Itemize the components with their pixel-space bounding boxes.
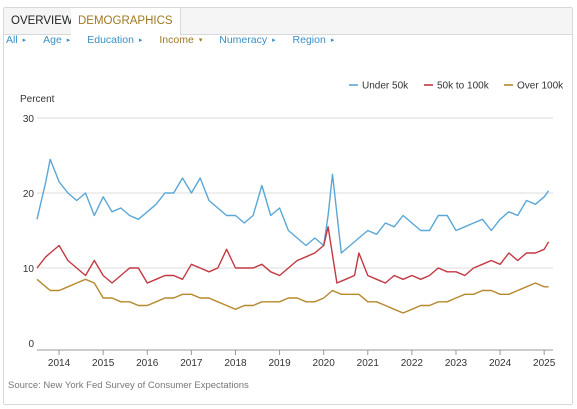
x-tick-label: 2018 <box>224 358 247 369</box>
x-tick-label: 2014 <box>48 358 71 369</box>
filter-region[interactable]: Region ▸ <box>293 34 335 46</box>
y-tick-label: 20 <box>23 189 35 200</box>
x-tick-label: 2023 <box>445 358 468 369</box>
caret-right-icon: ▸ <box>22 37 27 44</box>
x-tick-label: 2017 <box>180 358 203 369</box>
x-tick-label: 2016 <box>136 358 159 369</box>
filter-bar: All ▸ Age ▸ Education ▸ Income ▾ Numeracy ▸ R… <box>6 34 348 50</box>
tab-demographics[interactable]: DEMOGRAPHICS <box>71 8 181 35</box>
filter-all[interactable]: All ▸ <box>6 34 26 46</box>
x-tick-label: 2025 <box>533 358 556 369</box>
series-line-3 <box>36 278 549 314</box>
filter-income-label: Income <box>159 34 194 46</box>
y-tick-label: 30 <box>23 114 35 125</box>
caret-right-icon: ▸ <box>272 37 276 44</box>
x-tick-label: 2015 <box>92 358 115 369</box>
series-line-2 <box>36 226 550 284</box>
caret-right-icon: ▸ <box>66 37 71 44</box>
filter-numeracy-label: Numeracy <box>219 34 268 46</box>
filter-age-label: Age <box>43 34 62 46</box>
series-line-1 <box>36 158 550 254</box>
x-tick-label: 2019 <box>268 358 291 369</box>
filter-education[interactable]: Education ▸ <box>87 34 142 46</box>
caret-right-icon: ▸ <box>138 37 143 44</box>
legend-label: Over 100k <box>517 81 564 92</box>
filter-education-label: Education <box>87 34 134 46</box>
tab-overview[interactable]: OVERVIEW <box>4 8 81 34</box>
x-tick-label: 2021 <box>357 358 380 369</box>
chart-panel: OVERVIEW DEMOGRAPHICS <box>3 7 573 405</box>
filter-numeracy[interactable]: Numeracy ▸ <box>219 34 275 46</box>
filter-region-label: Region <box>292 34 326 46</box>
filter-income[interactable]: Income ▾ <box>159 34 202 46</box>
filter-age[interactable]: Age ▸ <box>43 34 70 46</box>
x-tick-label: 2020 <box>313 358 336 369</box>
y-axis-label: Percent <box>20 94 55 105</box>
x-tick-label: 2022 <box>401 358 424 369</box>
tab-bar: OVERVIEW DEMOGRAPHICS <box>4 8 572 35</box>
caret-right-icon: ▸ <box>330 37 335 44</box>
caret-down-icon: ▾ <box>198 37 203 44</box>
source-note: Source: New York Fed Survey of Consumer … <box>8 380 249 391</box>
legend-label: 50k to 100k <box>437 81 490 92</box>
y-tick-label: 10 <box>23 264 35 275</box>
y-tick-label: 0 <box>28 339 34 350</box>
filter-all-label: All <box>6 34 18 46</box>
legend-label: Under 50k <box>362 81 409 92</box>
x-tick-label: 2024 <box>489 358 512 369</box>
